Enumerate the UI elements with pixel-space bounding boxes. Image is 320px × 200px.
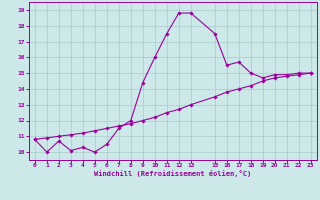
X-axis label: Windchill (Refroidissement éolien,°C): Windchill (Refroidissement éolien,°C) bbox=[94, 170, 252, 177]
